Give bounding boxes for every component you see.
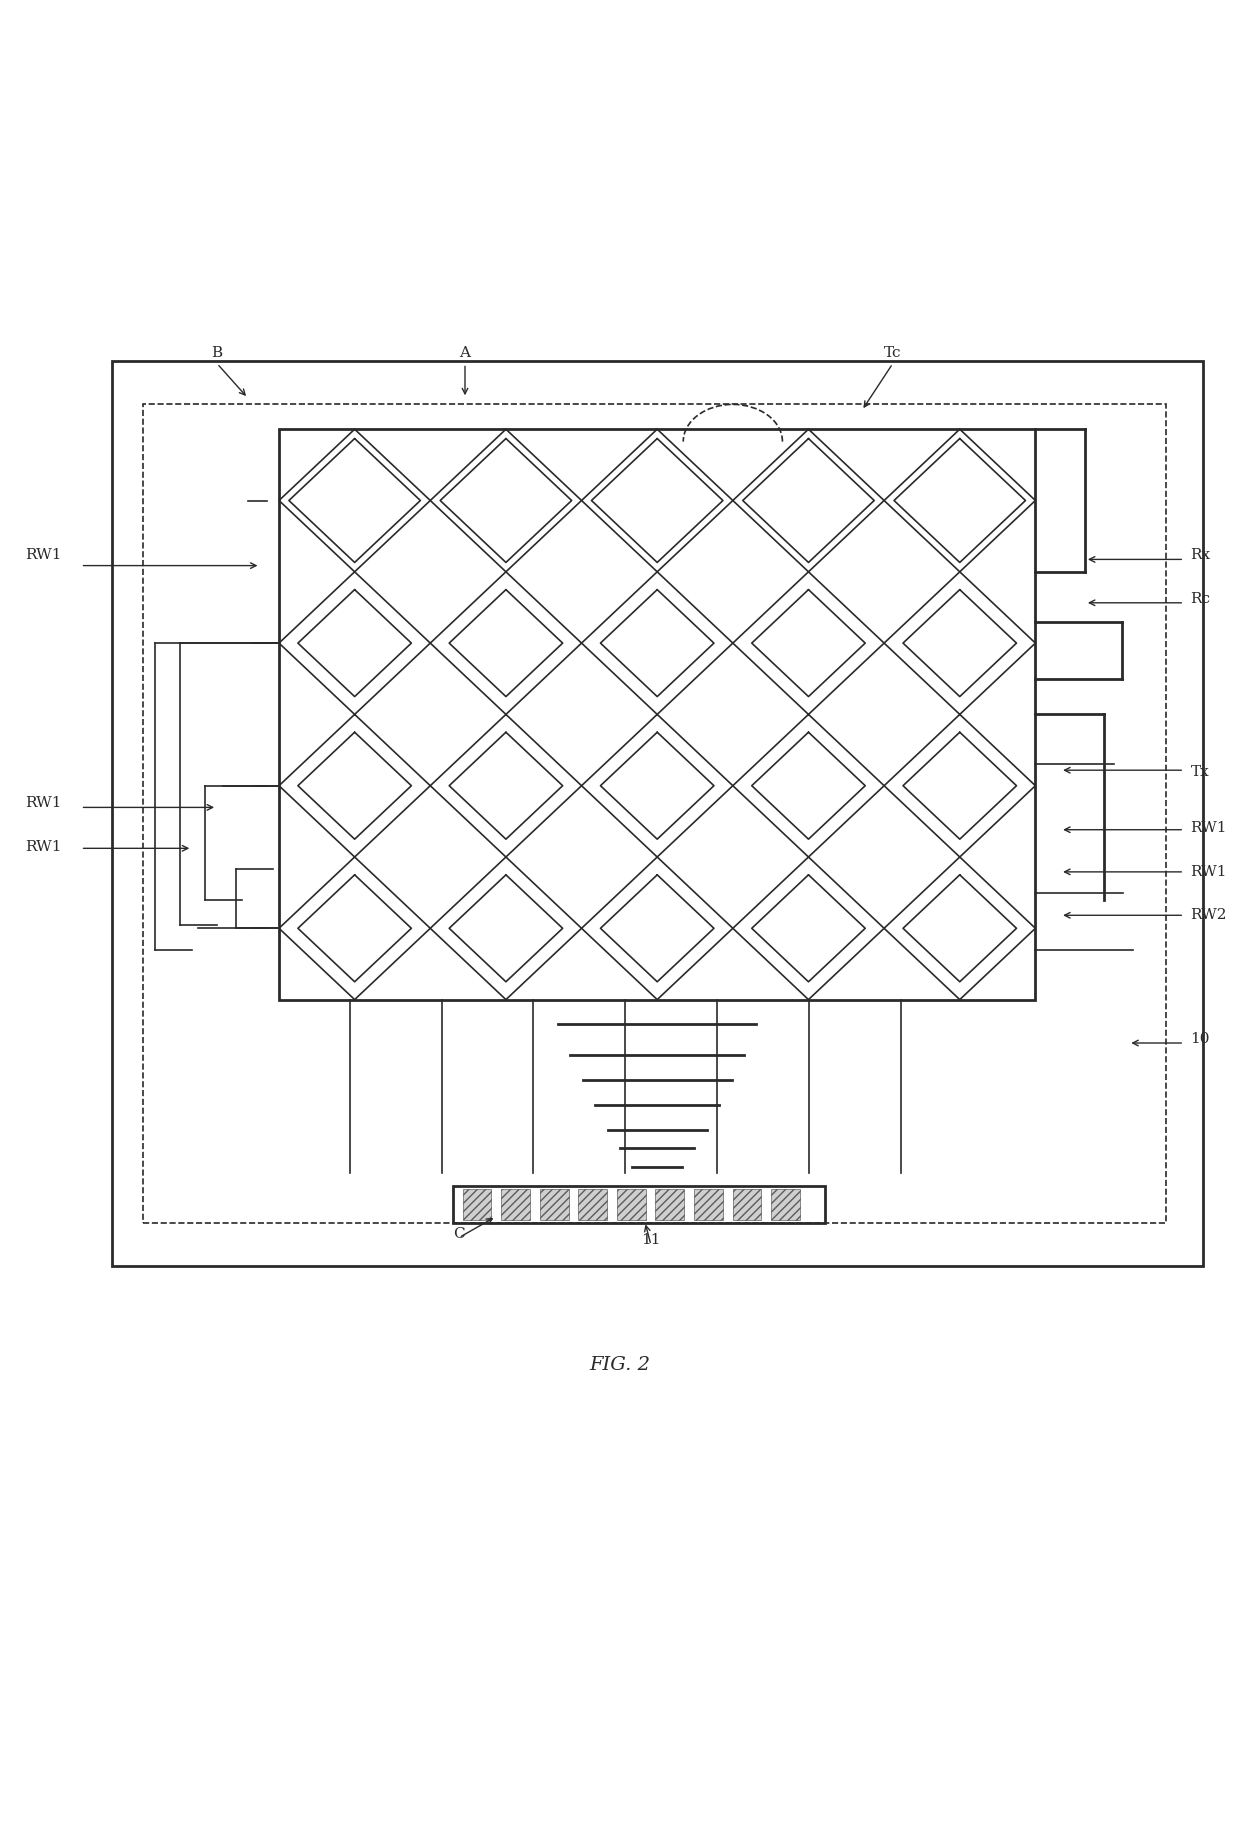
Text: RW2: RW2 [1190, 908, 1226, 923]
Bar [616, 1189, 646, 1220]
Text: B: B [212, 346, 222, 360]
Bar [453, 1186, 825, 1222]
Bar [279, 430, 1035, 1000]
Text: A: A [460, 346, 470, 360]
Text: RW1: RW1 [1190, 864, 1226, 879]
Text: RW1: RW1 [25, 840, 61, 855]
Bar [578, 1189, 608, 1220]
Text: RW1: RW1 [1190, 822, 1226, 834]
Bar [143, 404, 1166, 1222]
Bar [112, 360, 1203, 1266]
Text: RW1: RW1 [25, 796, 61, 811]
Text: FIG. 2: FIG. 2 [589, 1356, 651, 1375]
Text: Tx: Tx [1190, 765, 1209, 779]
Text: 10: 10 [1190, 1031, 1210, 1046]
Bar [501, 1189, 529, 1220]
Bar [463, 1189, 491, 1220]
Text: Tc: Tc [884, 346, 901, 360]
Text: Rx: Rx [1190, 548, 1210, 562]
Bar [539, 1189, 569, 1220]
Bar [656, 1189, 684, 1220]
Bar [771, 1189, 800, 1220]
Bar [694, 1189, 723, 1220]
Text: C: C [453, 1226, 465, 1241]
Bar [733, 1189, 761, 1220]
Text: RW1: RW1 [25, 548, 61, 562]
Text: 11: 11 [641, 1233, 661, 1246]
Text: Rc: Rc [1190, 592, 1210, 607]
